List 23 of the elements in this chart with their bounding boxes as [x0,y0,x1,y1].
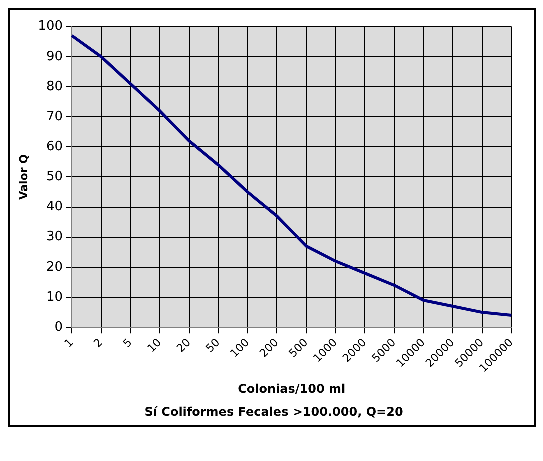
y-tick-label: 60 [46,139,64,154]
y-tick-label: 50 [46,170,64,185]
x-tick-label: 20 [174,336,194,356]
x-tick-label: 2 [91,336,106,350]
y-tick-label: 40 [46,200,64,215]
x-axis-title: Colonias/100 ml [238,382,346,396]
y-tick-label: 10 [46,290,64,305]
x-tick-label: 10 [144,336,164,356]
y-tick-label: 80 [46,79,64,94]
x-tick-label: 50 [204,336,223,356]
x-tick-label: 500 [286,336,311,360]
x-tick-label: 1 [62,336,76,350]
y-tick-label: 70 [46,109,64,124]
y-axis-title: Valor Q [17,154,30,200]
y-tick-label: 20 [46,260,64,275]
x-tick-label: 100 [228,336,252,360]
x-tick-label: 200 [257,336,282,360]
text: Sí Coliformes Fecales >100.000, Q=20 [144,405,404,419]
y-tick-label: 100 [38,19,64,34]
x-tick-label: 5 [120,336,135,350]
y-tick-label: 30 [46,230,64,245]
y-tick-label: 90 [46,49,64,64]
y-tick-label: 0 [54,320,64,335]
